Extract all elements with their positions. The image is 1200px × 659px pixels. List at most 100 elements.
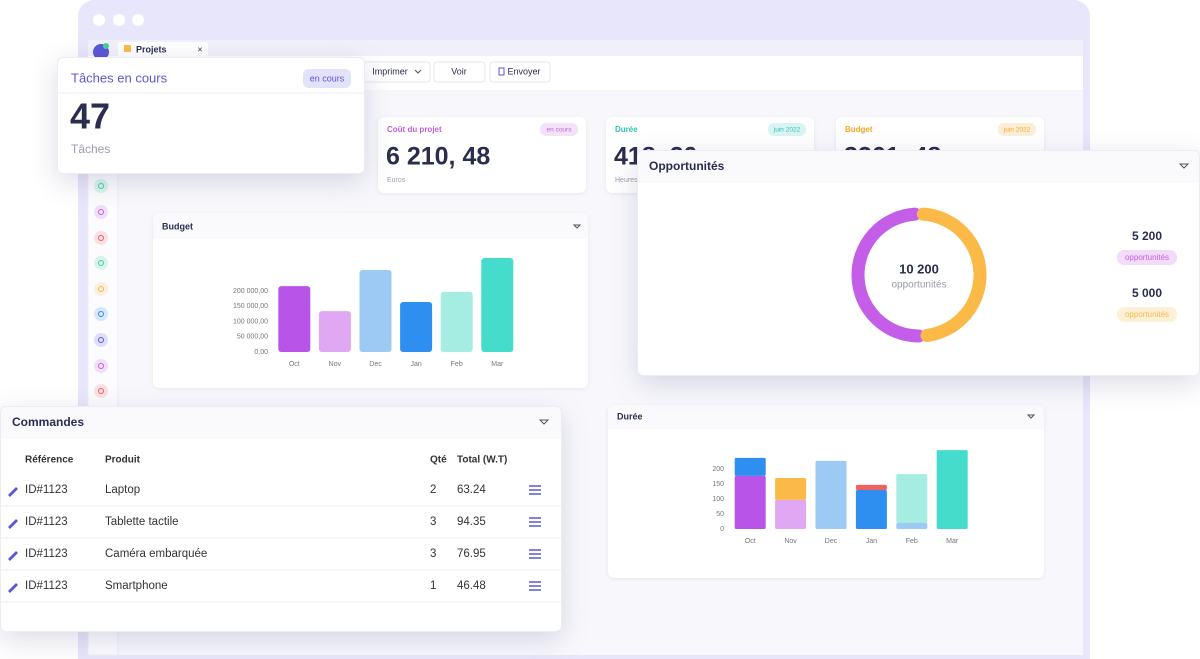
kpi-unit: Heures <box>615 177 638 184</box>
tab-close[interactable]: × <box>197 44 202 54</box>
y-tick-label: 0 <box>720 526 724 533</box>
badge-label: juin 2022 <box>1003 127 1031 134</box>
edit-icon[interactable] <box>8 583 18 593</box>
sidebar-icon[interactable] <box>94 307 108 321</box>
card-title: Tâches en cours <box>71 70 168 85</box>
sidebar-icon[interactable] <box>94 179 108 193</box>
kpi-card: Coût du projet en cours 6 210, 48 Euros <box>378 117 586 193</box>
sidebar-icon-dot <box>98 388 104 394</box>
bar-segment <box>896 474 928 523</box>
legend-badge <box>1117 250 1177 265</box>
donut-total: 10 200 <box>899 261 939 276</box>
edit-icon[interactable] <box>8 487 18 497</box>
legend-badge <box>1117 307 1177 322</box>
cell: ID#1123 <box>25 516 68 528</box>
card-header <box>1 407 561 439</box>
cell: ID#1123 <box>25 580 68 592</box>
badge-label: en cours <box>310 73 345 83</box>
cell: Smartphone <box>105 580 168 592</box>
edit-icon[interactable] <box>8 519 18 529</box>
column-header: Produit <box>105 455 141 466</box>
kpi-value: 6 210, 48 <box>386 143 490 171</box>
orders-card: Commandes Référence Produit Qté Total (W.T)… <box>0 406 562 632</box>
opportunities-chart: Opportunités 5 200 opportunités 5 000 oppor… <box>638 151 1199 343</box>
tab[interactable] <box>118 42 208 56</box>
legend-label: opportunités <box>1125 253 1169 262</box>
kpi-title: Durée <box>615 125 638 134</box>
toolbar-label: Envoyer <box>507 66 540 76</box>
sidebar-icon[interactable] <box>94 231 108 245</box>
card-title: Commandes <box>12 415 84 429</box>
cell: 76.95 <box>457 548 486 560</box>
budget-card: Budget 0,00 50 000,00 100 000,00 150 000,00… <box>153 213 588 388</box>
bar-segment <box>734 457 766 476</box>
y-tick-label: 200 <box>712 466 724 473</box>
donut-segment <box>851 207 925 343</box>
cell: 3 <box>430 516 436 528</box>
cell: 94.35 <box>457 516 486 528</box>
bar-segment <box>734 475 766 529</box>
x-tick-label: Nov <box>784 538 797 545</box>
y-tick-label: 150 000,00 <box>233 303 268 310</box>
badge-label: en cours <box>547 127 573 134</box>
task-count: 47 <box>70 96 110 137</box>
card-toggle[interactable] <box>572 224 582 229</box>
tasks-card: Tâches en cours en cours 47 Tâches <box>57 57 365 174</box>
y-tick-label: 100 000,00 <box>233 318 268 325</box>
y-tick-label: 50 <box>716 511 724 518</box>
send-icon <box>498 67 505 76</box>
bar-segment <box>815 460 847 529</box>
badge <box>540 123 578 136</box>
sidebar-icon[interactable] <box>94 282 108 296</box>
cell: ID#1123 <box>25 484 68 496</box>
sidebar-icon-dot <box>98 260 104 266</box>
toolbar-label: Imprimer <box>372 66 408 76</box>
x-tick-label: Mar <box>946 538 959 545</box>
bar <box>318 311 351 352</box>
x-tick-label: Mar <box>491 361 504 368</box>
cell: 46.48 <box>457 580 486 592</box>
card-toggle[interactable] <box>1178 163 1190 169</box>
kpi-content: Coût du projet en cours 6 210, 48 Euros <box>386 123 578 184</box>
cell: 63.24 <box>457 484 486 496</box>
sidebar-icon[interactable] <box>94 256 108 270</box>
legend-label: opportunités <box>1125 310 1169 319</box>
sidebar-icon-dot <box>98 235 104 241</box>
sidebar-icons <box>94 179 108 398</box>
x-tick-label: Nov <box>329 361 342 368</box>
cell: 2 <box>430 484 436 496</box>
window-dot <box>113 14 125 26</box>
cell: ID#1123 <box>25 548 68 560</box>
card-header <box>153 213 588 239</box>
bar-segment <box>775 478 807 500</box>
kpi-title: Coût du projet <box>387 125 442 134</box>
x-tick-label: Dec <box>825 538 838 545</box>
toolbar-button[interactable] <box>433 61 486 83</box>
sidebar-icon-dot <box>98 209 104 215</box>
bar <box>278 286 311 352</box>
card-header <box>608 405 1044 429</box>
sidebar-icon-dot <box>98 363 104 369</box>
edit-icon[interactable] <box>8 551 18 561</box>
sidebar-icon[interactable] <box>94 359 108 373</box>
card-toggle[interactable] <box>1026 414 1036 419</box>
cell: Caméra embarquée <box>105 548 207 560</box>
task-unit: Tâches <box>71 142 110 156</box>
sidebar-icon[interactable] <box>94 384 108 398</box>
window-dot <box>132 14 144 26</box>
bar <box>440 291 473 352</box>
toolbar-button[interactable] <box>489 61 551 83</box>
kpi-title: Budget <box>845 125 873 134</box>
badge <box>303 69 351 88</box>
window-dot <box>93 14 105 26</box>
y-tick-label: 200 000,00 <box>233 288 268 295</box>
card-toggle[interactable] <box>538 419 550 425</box>
sidebar-icon[interactable] <box>94 205 108 219</box>
toolbar-label: Voir <box>451 66 467 76</box>
logo-dot <box>103 43 109 49</box>
column-header: Total (W.T) <box>457 455 507 466</box>
sidebar-icon[interactable] <box>94 333 108 347</box>
sidebar-icon-dot <box>98 286 104 292</box>
bar <box>481 258 514 352</box>
